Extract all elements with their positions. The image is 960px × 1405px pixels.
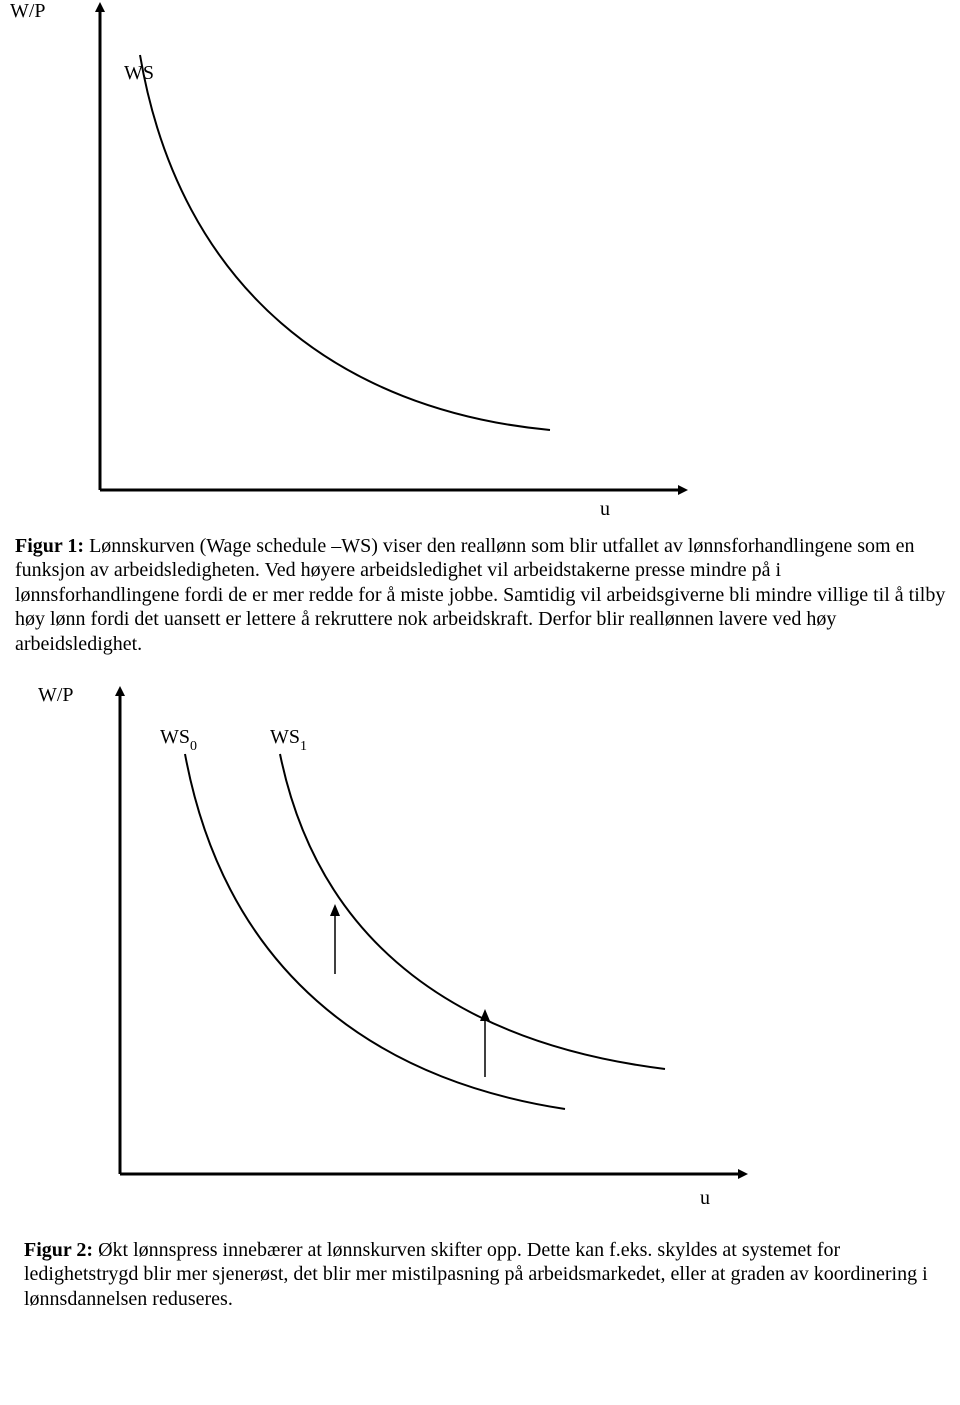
caption-1-bold: Figur 1: <box>15 535 84 557</box>
figure-1-curve-label: WS <box>124 62 154 85</box>
caption-2: Figur 2: Økt lønnspress innebærer at løn… <box>0 1238 960 1311</box>
caption-2-text: Økt lønnspress innebærer at lønnskurven … <box>24 1239 928 1310</box>
caption-2-bold: Figur 2: <box>24 1239 93 1261</box>
figure-1: W/P WS u <box>80 0 960 520</box>
figure-1-x-label: u <box>600 498 610 521</box>
figure-2: W/P WS0 WS1 u <box>100 684 960 1214</box>
figure-2-x-label: u <box>700 1187 710 1210</box>
caption-1-text: Lønnskurven (Wage schedule –WS) viser de… <box>15 535 945 655</box>
figure-1-svg <box>80 0 740 520</box>
figure-1-y-label: W/P <box>10 0 46 23</box>
shift-arrow-2 <box>480 1009 490 1077</box>
page-root: W/P WS u Figur 1: Lønnskurven (Wage sche… <box>0 0 960 1405</box>
caption-1: Figur 1: Lønnskurven (Wage schedule –WS)… <box>0 534 960 656</box>
figure-2-svg <box>100 684 800 1214</box>
figure-2-curve-label-1: WS1 <box>270 726 307 753</box>
figure-2-y-label: W/P <box>38 684 74 707</box>
shift-arrow-1 <box>330 904 340 974</box>
figure-2-curve-label-0: WS0 <box>160 726 197 753</box>
